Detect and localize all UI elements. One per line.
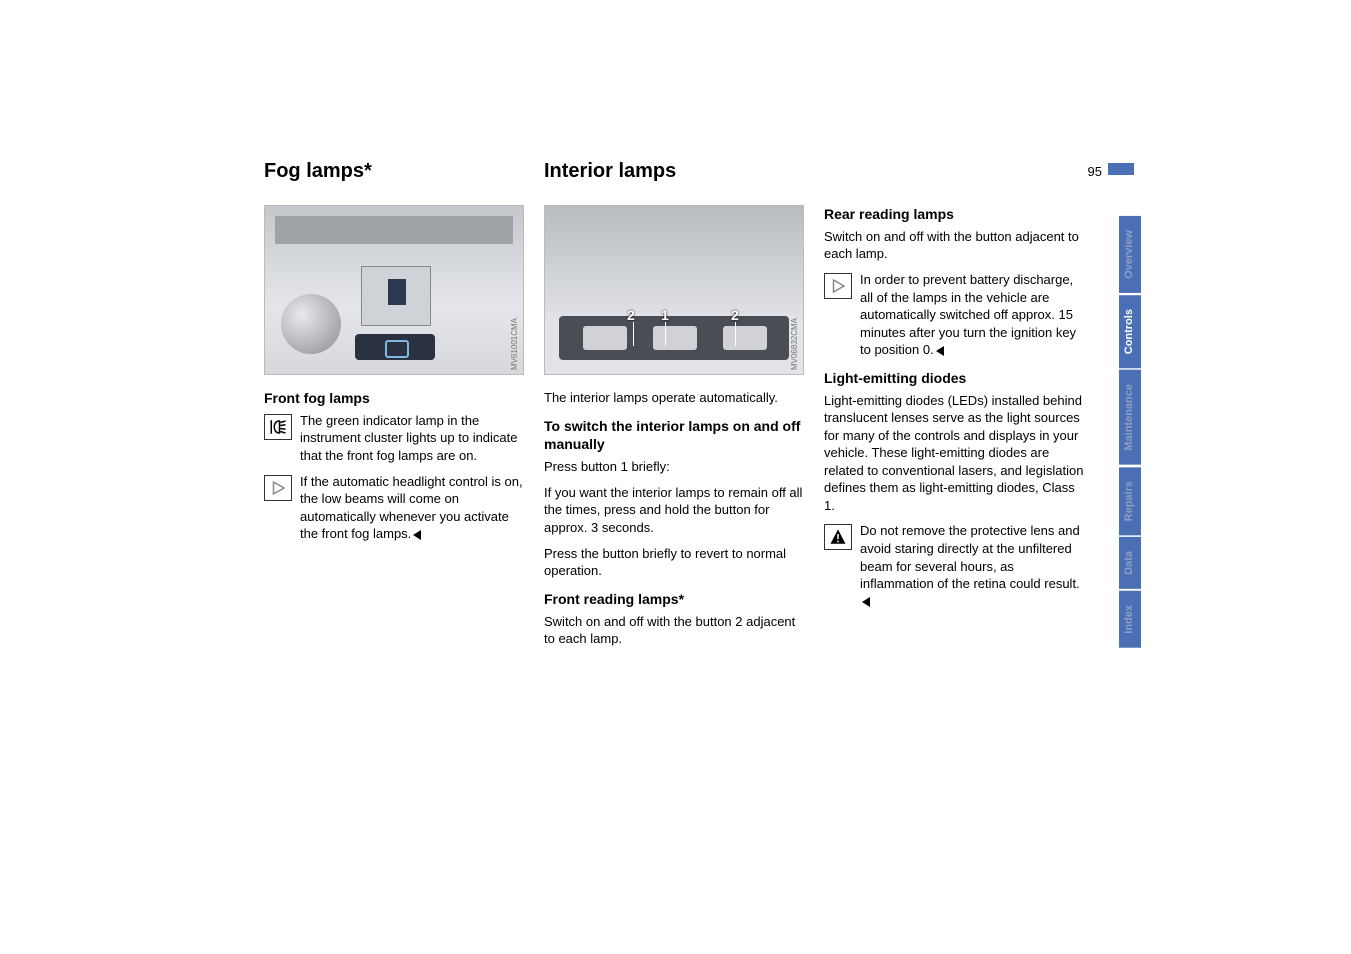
page-titles: Fog lamps* Interior lamps xyxy=(264,160,1094,183)
callout-line xyxy=(633,322,634,346)
note-text: The green indicator lamp in the instrume… xyxy=(300,412,526,465)
note-text: In order to prevent battery discharge, a… xyxy=(860,271,1086,359)
callout-line xyxy=(735,322,736,346)
note-text: Do not remove the protective lens and av… xyxy=(860,522,1086,610)
heading-front-fog-lamps: Front fog lamps xyxy=(264,389,526,408)
paragraph: Press button 1 briefly: xyxy=(544,458,806,476)
reading-lamp-button-right xyxy=(723,326,767,350)
heading-front-reading-lamps: Front reading lamps* xyxy=(544,590,806,609)
column-3: Rear reading lamps Switch on and off wit… xyxy=(824,205,1086,656)
figure-interior-lamps: 2 1 2 MV06832CMA xyxy=(544,205,804,375)
callout-line xyxy=(665,322,666,346)
nav-tab-maintenance[interactable]: Maintenance xyxy=(1119,370,1141,465)
fog-lamp-icon xyxy=(269,418,287,436)
warning-led-lens: Do not remove the protective lens and av… xyxy=(824,522,1086,610)
overhead-console xyxy=(559,316,789,360)
figure-caption: MV61001CMA xyxy=(510,318,521,370)
end-marker-icon xyxy=(936,346,944,356)
note-indicator-lamp: The green indicator lamp in the instrume… xyxy=(264,412,526,465)
play-icon xyxy=(829,277,847,295)
title-interior-lamps: Interior lamps xyxy=(544,160,824,183)
nav-tab-overview[interactable]: Overview xyxy=(1119,216,1141,293)
warning-icon xyxy=(824,524,852,550)
title-fog-lamps: Fog lamps* xyxy=(264,160,524,183)
fog-lamp-indicator-icon xyxy=(264,414,292,440)
figure-fog-lamp-switch: MV61001CMA xyxy=(264,205,524,375)
column-2: 2 1 2 MV06832CMA The interior lamps oper… xyxy=(544,205,806,656)
column-1: MV61001CMA Front fog lamps The green ind… xyxy=(264,205,526,656)
nav-tab-repairs[interactable]: Repairs xyxy=(1119,467,1141,535)
nav-tab-controls[interactable]: Controls xyxy=(1119,295,1141,368)
paragraph: Light-emitting diodes (LEDs) installed b… xyxy=(824,392,1086,515)
fog-lamp-button xyxy=(355,334,435,360)
info-triangle-icon xyxy=(824,273,852,299)
interior-lamp-button-center xyxy=(653,326,697,350)
heading-led: Light-emitting diodes xyxy=(824,369,1086,388)
content-columns: MV61001CMA Front fog lamps The green ind… xyxy=(264,205,1094,656)
end-marker-icon xyxy=(413,530,421,540)
heading-rear-reading-lamps: Rear reading lamps xyxy=(824,205,1086,224)
nav-tab-index[interactable]: Index xyxy=(1119,591,1141,648)
note-battery-discharge: In order to prevent battery discharge, a… xyxy=(824,271,1086,359)
reading-lamp-button-left xyxy=(583,326,627,350)
info-triangle-icon xyxy=(264,475,292,501)
paragraph: The interior lamps operate automatically… xyxy=(544,389,806,407)
paragraph: Switch on and off with the button adjace… xyxy=(824,228,1086,263)
paragraph: Switch on and off with the button 2 adja… xyxy=(544,613,806,648)
side-nav-tabs: OverviewControlsMaintenanceRepairsDataIn… xyxy=(1119,216,1141,650)
end-marker-icon xyxy=(862,597,870,607)
paragraph: If you want the interior lamps to remain… xyxy=(544,484,806,537)
dashboard-strip xyxy=(275,216,513,244)
page-number: 95 xyxy=(1088,164,1102,179)
note-body: If the automatic headlight control is on… xyxy=(300,474,523,542)
nav-tab-data[interactable]: Data xyxy=(1119,537,1141,589)
note-text: If the automatic headlight control is on… xyxy=(300,473,526,543)
paragraph: Press the button briefly to revert to no… xyxy=(544,545,806,580)
page-number-accent xyxy=(1108,163,1134,175)
play-icon xyxy=(269,479,287,497)
warning-triangle-icon xyxy=(829,528,847,546)
note-body: In order to prevent battery discharge, a… xyxy=(860,272,1076,357)
figure-caption: MV06832CMA xyxy=(790,318,801,370)
heading-switch-manually: To switch the interior lamps on and off … xyxy=(544,417,806,455)
headlight-dial xyxy=(281,294,341,354)
manual-page: 95 Fog lamps* Interior lamps MV61001CMA … xyxy=(264,160,1094,656)
note-auto-headlight: If the automatic headlight control is on… xyxy=(264,473,526,543)
note-body: Do not remove the protective lens and av… xyxy=(860,523,1080,591)
dash-display xyxy=(361,266,431,326)
